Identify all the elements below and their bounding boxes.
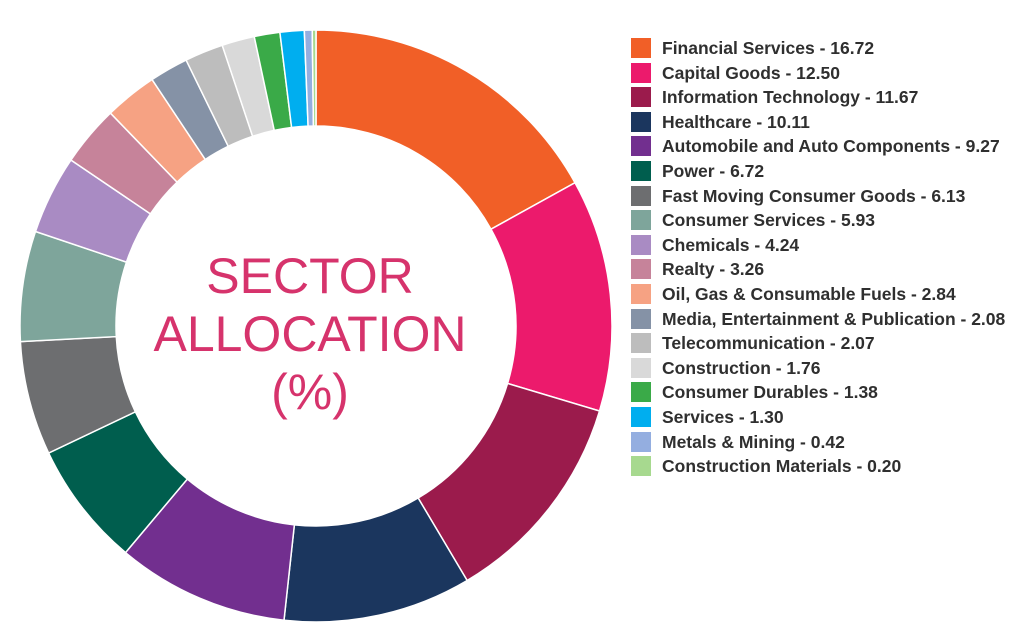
legend-swatch <box>631 210 651 231</box>
legend-swatch <box>631 283 651 304</box>
legend-swatch <box>631 382 651 403</box>
legend-swatch <box>631 160 651 181</box>
legend-item: Healthcare - 10.11 <box>631 110 1011 135</box>
pie-slice <box>315 29 577 231</box>
legend-swatch <box>631 185 651 206</box>
legend-label: Power - 6.72 <box>662 160 765 181</box>
legend-label: Construction - 1.76 <box>662 357 821 378</box>
legend-swatch <box>631 87 651 108</box>
legend-item: Financial Services - 16.72 <box>631 36 1011 61</box>
legend-label: Construction Materials - 0.20 <box>662 456 902 477</box>
legend-item: Services - 1.30 <box>631 405 1011 430</box>
legend-swatch <box>631 456 651 477</box>
legend-label: Automobile and Auto Components - 9.27 <box>662 136 1000 157</box>
legend-label: Metals & Mining - 0.42 <box>662 431 845 452</box>
legend-item: Construction - 1.76 <box>631 356 1011 381</box>
legend-label: Chemicals - 4.24 <box>662 234 800 255</box>
legend-swatch <box>631 308 651 329</box>
legend-label: Oil, Gas & Consumable Fuels - 2.84 <box>662 283 956 304</box>
legend-swatch <box>631 357 651 378</box>
legend-swatch <box>631 234 651 255</box>
legend-label: Financial Services - 16.72 <box>662 38 875 58</box>
legend-item: Consumer Durables - 1.38 <box>631 380 1011 405</box>
legend-item: Automobile and Auto Components - 9.27 <box>631 134 1011 159</box>
legend-label: Fast Moving Consumer Goods - 6.13 <box>662 185 966 206</box>
legend-swatch <box>631 333 651 354</box>
legend-swatch <box>631 111 651 132</box>
legend-swatch <box>631 406 651 427</box>
legend-item: Information Technology - 11.67 <box>631 85 1011 110</box>
donut-chart <box>19 29 613 623</box>
legend-swatch <box>631 136 651 157</box>
legend-label: Media, Entertainment & Publication - 2.0… <box>662 308 1006 329</box>
legend-swatch <box>631 62 651 83</box>
legend-item: Metals & Mining - 0.42 <box>631 430 1011 455</box>
legend-item: Capital Goods - 12.50 <box>631 61 1011 86</box>
legend-item: Oil, Gas & Consumable Fuels - 2.84 <box>631 282 1011 307</box>
legend-item: Construction Materials - 0.20 <box>631 454 1011 479</box>
legend-item: Realty - 3.26 <box>631 257 1011 282</box>
legend-item: Consumer Services - 5.93 <box>631 208 1011 233</box>
chart-title-line: ALLOCATION <box>153 306 467 362</box>
legend-item: Fast Moving Consumer Goods - 6.13 <box>631 184 1011 209</box>
legend-label: Realty - 3.26 <box>662 259 765 280</box>
legend-item: Telecommunication - 2.07 <box>631 331 1011 356</box>
pie-slice <box>311 29 317 127</box>
legend-item: Power - 6.72 <box>631 159 1011 184</box>
legend: Financial Services - 16.72 Capital Goods … <box>631 36 1011 479</box>
legend-swatch <box>631 259 651 280</box>
legend-label: Information Technology - 11.67 <box>662 87 919 108</box>
legend-label: Services - 1.30 <box>662 406 784 427</box>
legend-label: Telecommunication - 2.07 <box>662 333 875 354</box>
legend-label: Healthcare - 10.11 <box>662 111 810 132</box>
legend-label: Consumer Services - 5.93 <box>662 210 876 231</box>
legend-item: Chemicals - 4.24 <box>631 233 1011 258</box>
legend-swatch <box>631 431 651 452</box>
chart-title-line: (%) <box>271 364 349 420</box>
chart-title: SECTOR ALLOCATION (%) <box>145 247 475 421</box>
legend-label: Consumer Durables - 1.38 <box>662 382 878 403</box>
legend-label: Capital Goods - 12.50 <box>662 62 840 83</box>
legend-item: Media, Entertainment & Publication - 2.0… <box>631 307 1011 332</box>
chart-title-line: SECTOR <box>206 248 414 304</box>
legend-swatch <box>631 38 651 58</box>
